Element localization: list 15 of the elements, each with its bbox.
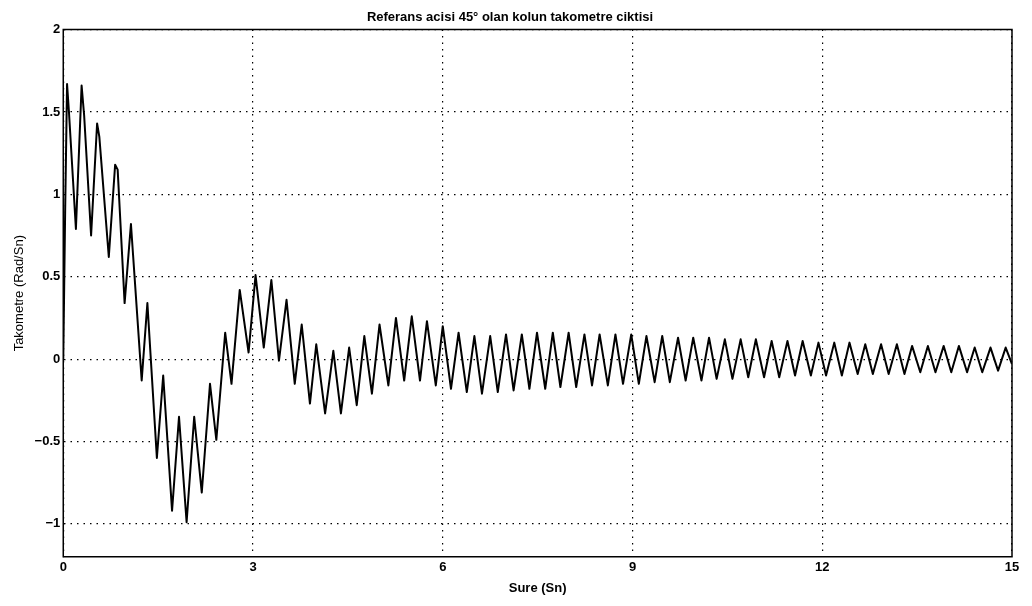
y-tick-label: 1 xyxy=(53,185,61,201)
y-tick-label: 1.5 xyxy=(42,103,61,119)
y-tick-label: −1 xyxy=(45,515,61,531)
y-tick-label: 2 xyxy=(53,21,61,37)
y-tick-label: −0.5 xyxy=(34,433,61,449)
x-tick-label: 3 xyxy=(249,559,257,575)
y-axis-title: Takometre (Rad/Sn) xyxy=(11,235,27,352)
x-tick-label: 15 xyxy=(1004,559,1020,575)
x-tick-label: 12 xyxy=(815,559,830,575)
x-tick-label: 6 xyxy=(439,559,447,575)
chart-title: Referans acisi 45° olan kolun takometre ciktisi xyxy=(366,9,654,25)
x-tick-label: 9 xyxy=(628,559,637,575)
x-axis-title: Sure (Sn) xyxy=(508,579,567,595)
y-tick-label: 0 xyxy=(53,350,61,366)
y-tick-label: 0.5 xyxy=(42,268,61,284)
